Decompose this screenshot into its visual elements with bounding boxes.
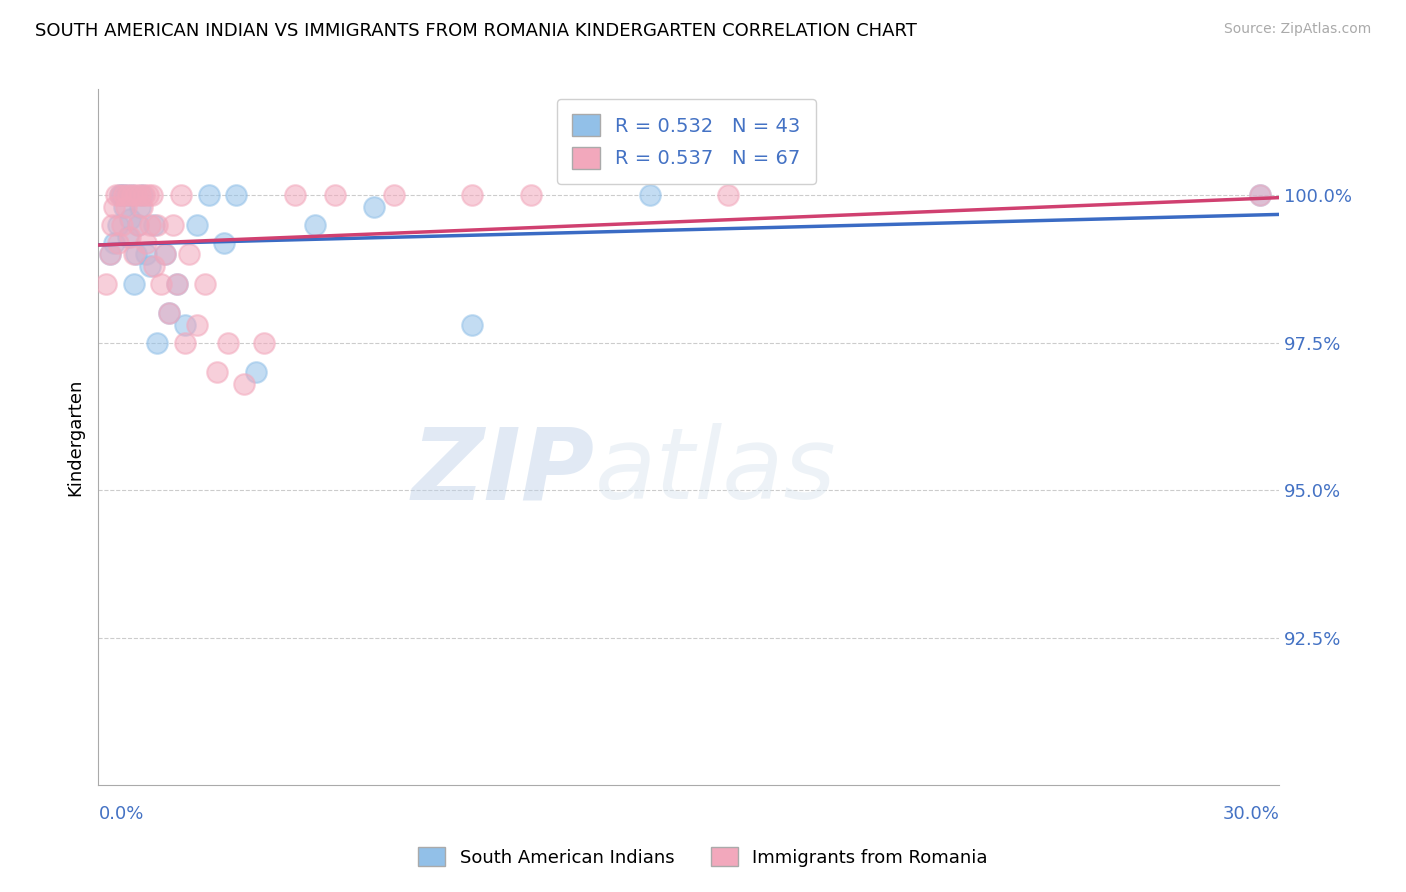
Point <box>461 188 484 202</box>
Point <box>135 235 157 250</box>
Text: atlas: atlas <box>595 424 837 520</box>
Point <box>115 188 138 202</box>
Point <box>150 277 173 291</box>
Point <box>125 188 148 202</box>
Point <box>217 335 239 350</box>
Point <box>117 188 139 202</box>
Point <box>245 365 267 379</box>
Point <box>382 188 405 202</box>
Point <box>174 318 197 332</box>
Point <box>121 188 143 202</box>
Point <box>162 218 184 232</box>
Point <box>205 365 228 379</box>
Point <box>174 335 197 350</box>
Text: 30.0%: 30.0% <box>1223 805 1279 822</box>
Point <box>186 318 208 332</box>
Point <box>96 277 118 291</box>
Point <box>107 218 129 232</box>
Point <box>141 188 163 202</box>
Point <box>157 306 180 320</box>
Point <box>108 188 131 202</box>
Point <box>111 218 134 232</box>
Point <box>131 200 153 214</box>
Point <box>461 318 484 332</box>
Point <box>214 235 236 250</box>
Point <box>717 188 740 202</box>
Point <box>284 188 307 202</box>
Point <box>128 200 150 214</box>
Point <box>142 218 165 232</box>
Point <box>194 277 217 291</box>
Point <box>112 200 135 214</box>
Point <box>138 218 160 232</box>
Point <box>121 188 143 202</box>
Point <box>363 200 385 214</box>
Point <box>146 218 169 232</box>
Point <box>101 218 124 232</box>
Legend: South American Indians, Immigrants from Romania: South American Indians, Immigrants from … <box>411 840 995 874</box>
Point <box>155 247 177 261</box>
Point <box>115 200 138 214</box>
Point <box>186 218 208 232</box>
Point <box>323 188 346 202</box>
Point <box>128 188 150 202</box>
Point <box>135 247 157 261</box>
Point <box>103 235 125 250</box>
Point <box>98 247 121 261</box>
Point <box>166 277 188 291</box>
Point <box>122 247 145 261</box>
Y-axis label: Kindergarten: Kindergarten <box>66 378 84 496</box>
Point <box>177 247 200 261</box>
Text: SOUTH AMERICAN INDIAN VS IMMIGRANTS FROM ROMANIA KINDERGARTEN CORRELATION CHART: SOUTH AMERICAN INDIAN VS IMMIGRANTS FROM… <box>35 22 917 40</box>
Point <box>127 218 149 232</box>
Point <box>1249 188 1271 202</box>
Point <box>142 259 165 273</box>
Point <box>638 188 661 202</box>
Point <box>136 188 159 202</box>
Point <box>125 247 148 261</box>
Legend: R = 0.532   N = 43, R = 0.537   N = 67: R = 0.532 N = 43, R = 0.537 N = 67 <box>557 99 815 184</box>
Point <box>132 188 155 202</box>
Text: 0.0%: 0.0% <box>98 805 143 822</box>
Point <box>105 188 128 202</box>
Point <box>111 188 134 202</box>
Point <box>131 188 153 202</box>
Point <box>118 229 141 244</box>
Point <box>98 247 121 261</box>
Point <box>157 306 180 320</box>
Point <box>118 211 141 226</box>
Point <box>112 188 135 202</box>
Point <box>225 188 247 202</box>
Point <box>253 335 276 350</box>
Point <box>166 277 188 291</box>
Point <box>127 218 149 232</box>
Point <box>108 188 131 202</box>
Text: Source: ZipAtlas.com: Source: ZipAtlas.com <box>1223 22 1371 37</box>
Text: ZIP: ZIP <box>412 424 595 520</box>
Point <box>233 377 256 392</box>
Point <box>117 229 139 244</box>
Point <box>304 218 326 232</box>
Point <box>1249 188 1271 202</box>
Point <box>122 277 145 291</box>
Point <box>197 188 219 202</box>
Point <box>138 259 160 273</box>
Point <box>107 235 129 250</box>
Point <box>520 188 543 202</box>
Point <box>155 247 177 261</box>
Point <box>103 200 125 214</box>
Point <box>146 335 169 350</box>
Point <box>170 188 193 202</box>
